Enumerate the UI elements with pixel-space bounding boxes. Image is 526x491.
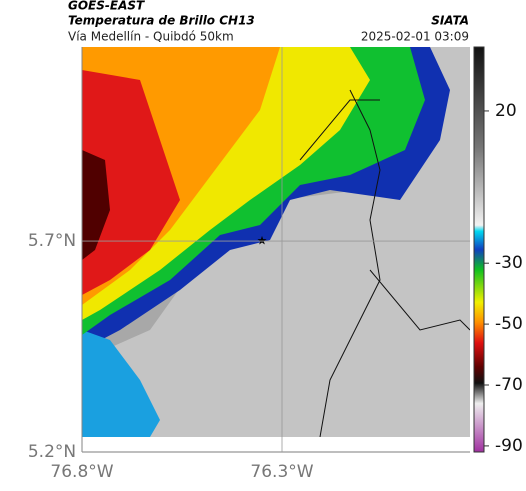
location-star: ★ bbox=[257, 234, 268, 248]
colorbar-tick-label: -30 bbox=[495, 253, 523, 273]
x-tick-label: 76.3°W bbox=[250, 462, 313, 482]
y-tick-label: 5.7°N bbox=[28, 231, 76, 251]
colorbar-tick-label: -50 bbox=[495, 314, 523, 334]
y-tick-label: 5.2°N bbox=[28, 442, 76, 462]
datetime: 2025-02-01 03:09 bbox=[361, 30, 469, 44]
title: Temperatura de Brillo CH13 bbox=[68, 14, 255, 28]
temperature-field bbox=[82, 47, 470, 437]
colorbar bbox=[473, 46, 485, 453]
source: GOES-EAST bbox=[68, 0, 145, 13]
x-tick-label: 76.8°W bbox=[50, 462, 113, 482]
subtitle: Vía Medellín - Quibdó 50km bbox=[68, 30, 234, 44]
colorbar-tick-label: -90 bbox=[495, 436, 523, 456]
colorbar-tick-label: 20 bbox=[495, 101, 517, 121]
colorbar-tick-label: -70 bbox=[495, 375, 523, 395]
brand: SIATA bbox=[431, 14, 469, 28]
